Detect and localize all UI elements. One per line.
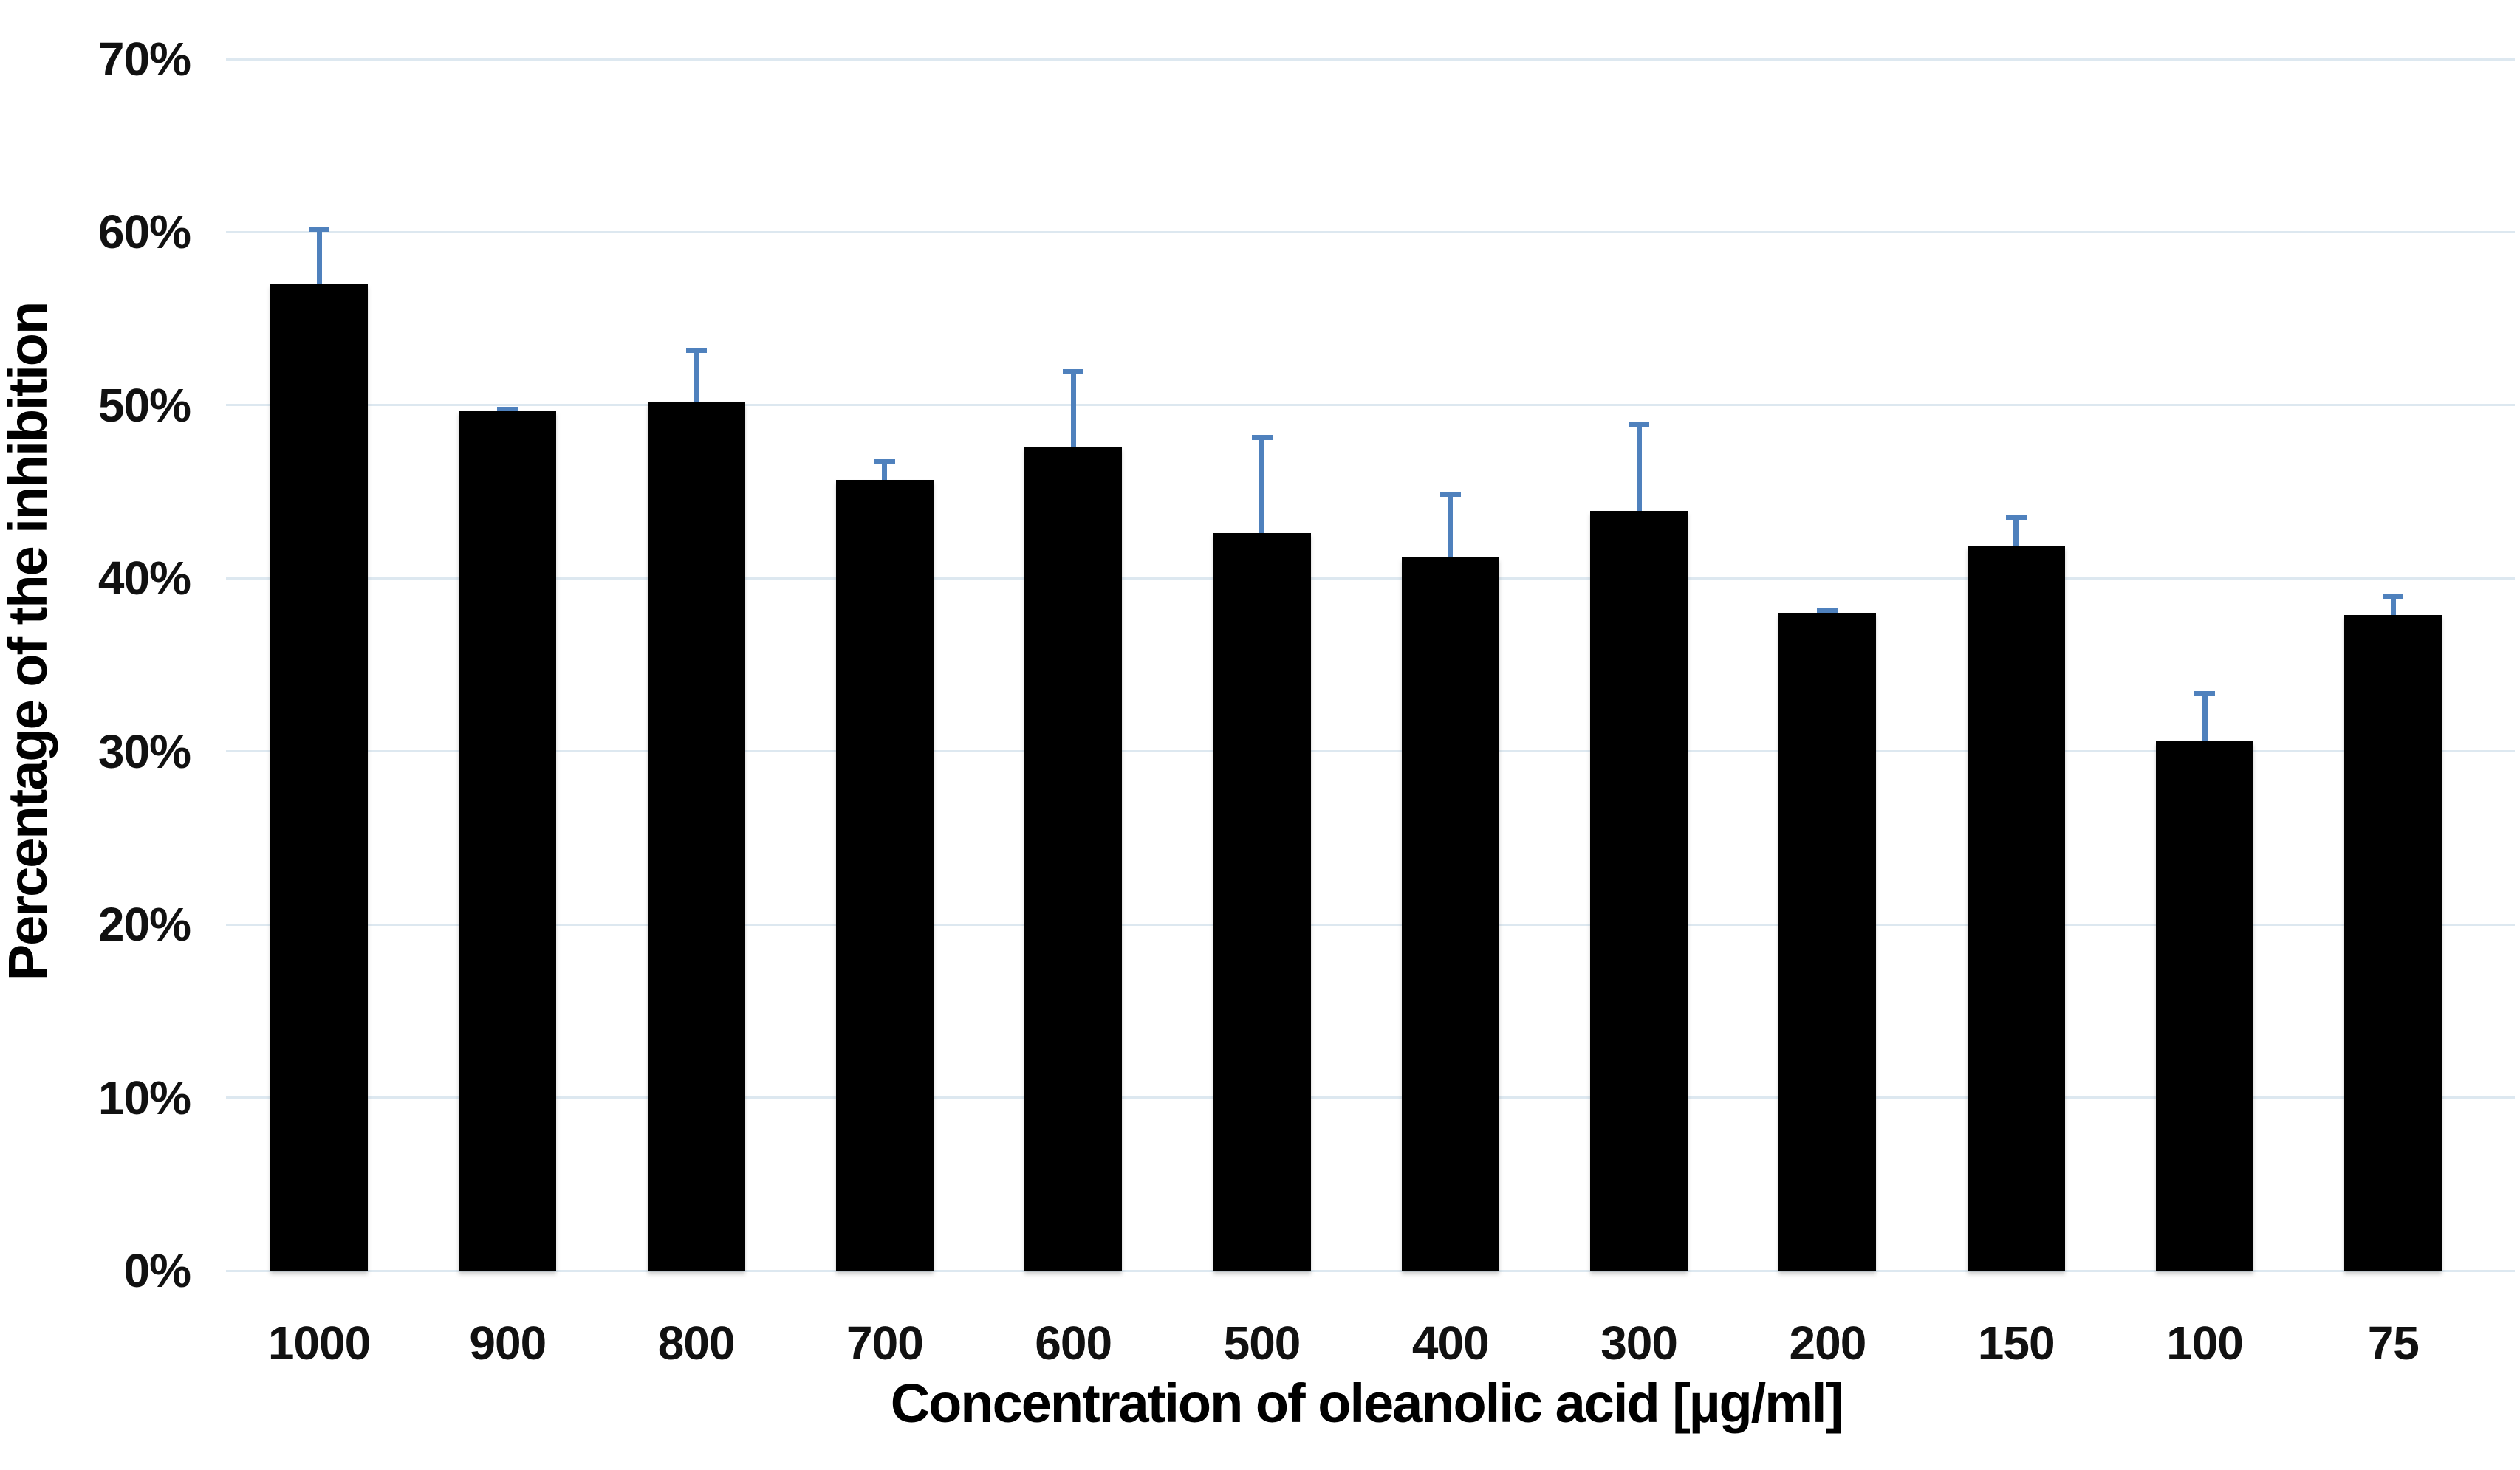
y-tick-label-20: 20% [97, 898, 191, 952]
bar-200 [1778, 613, 1877, 1271]
y-tick-label-60: 60% [97, 205, 191, 259]
gridline-70 [226, 58, 2515, 61]
error-bar-cap [2383, 594, 2404, 600]
error-bar-stem [1070, 368, 1076, 458]
error-bar-stem [1259, 434, 1264, 544]
error-bar-stem [316, 227, 322, 295]
error-bar-cap [685, 348, 707, 354]
x-tick-label-75: 75 [2367, 1316, 2420, 1370]
bar-800 [647, 402, 745, 1271]
x-tick-label-600: 600 [1035, 1316, 1112, 1370]
error-bar-stem [1636, 422, 1642, 521]
x-tick-label-800: 800 [657, 1316, 736, 1370]
x-tick-label-400: 400 [1411, 1316, 1490, 1370]
error-bar-cap [2005, 514, 2027, 520]
x-tick-label-100: 100 [2166, 1316, 2244, 1370]
x-tick-label-500: 500 [1223, 1316, 1301, 1370]
error-bar-stem [1448, 492, 1454, 569]
y-tick-label-30: 30% [97, 724, 191, 778]
error-bar-cap [1817, 608, 1838, 614]
x-tick-label-1000: 1000 [267, 1316, 371, 1370]
y-tick-label-40: 40% [97, 552, 191, 605]
error-bar-cap [1629, 422, 1650, 428]
error-bar-cap [2194, 690, 2215, 696]
bar-1000 [270, 284, 368, 1271]
gridline-20 [226, 923, 2515, 926]
gridline-0 [226, 1269, 2515, 1272]
bar-75 [2344, 614, 2442, 1271]
bar-150 [1967, 545, 2065, 1271]
x-tick-label-200: 200 [1789, 1316, 1867, 1370]
bar-500 [1213, 533, 1311, 1271]
error-bar-cap [874, 458, 895, 464]
gridline-30 [226, 750, 2515, 753]
y-tick-label-0: 0% [123, 1244, 192, 1297]
bar-700 [835, 479, 934, 1271]
error-bar-stem [2013, 514, 2019, 556]
gridline-10 [226, 1096, 2515, 1099]
gridline-40 [226, 577, 2515, 580]
bar-300 [1590, 510, 1688, 1271]
error-bar-stem [2390, 594, 2396, 625]
error-bar-cap [1251, 434, 1273, 440]
gridline-60 [226, 230, 2515, 233]
error-bar-cap [497, 407, 518, 413]
y-tick-label-10: 10% [97, 1071, 191, 1124]
y-tick-label-70: 70% [97, 32, 191, 86]
x-tick-label-900: 900 [469, 1316, 547, 1370]
error-bar-stem [2202, 690, 2208, 752]
bar-600 [1024, 447, 1123, 1271]
bar-400 [1401, 557, 1499, 1271]
bar-900 [459, 410, 557, 1271]
y-tick-label-50: 50% [97, 378, 191, 432]
x-tick-label-700: 700 [846, 1316, 924, 1370]
bar-100 [2156, 741, 2253, 1271]
error-bar-cap [309, 227, 329, 233]
x-axis-title: Concentration of oleanolic acid [µg/ml] [890, 1373, 1844, 1434]
gridline-50 [226, 404, 2515, 407]
error-bar-cap [1063, 368, 1084, 374]
error-bar-stem [694, 348, 699, 413]
x-tick-label-150: 150 [1977, 1316, 2055, 1370]
error-bar-cap [1439, 492, 1461, 498]
x-tick-label-300: 300 [1600, 1316, 1678, 1370]
error-bar-stem [882, 458, 888, 490]
